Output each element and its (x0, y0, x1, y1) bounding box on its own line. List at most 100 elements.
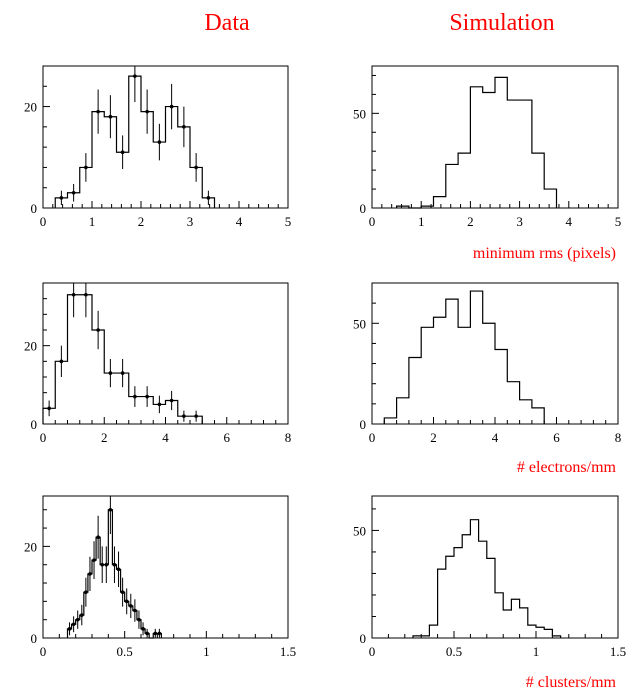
plot-frame (42, 65, 289, 209)
x-tick-label: 1 (203, 644, 210, 659)
histogram-bin (429, 625, 437, 638)
histogram-bin (434, 197, 446, 208)
data-point (104, 562, 109, 567)
histogram-panel-simulation-2: 0 0.5 1 1.5 0 50 # clusters/mm (353, 495, 626, 691)
data-point (79, 613, 84, 617)
x-tick-label: 6 (553, 430, 560, 445)
histogram-bin (544, 189, 556, 208)
histogram-bin (434, 317, 446, 424)
data-point (88, 572, 92, 576)
y-tick-label: 0 (360, 201, 367, 216)
x-tick-label: 1 (418, 214, 425, 229)
y-tick-label: 0 (360, 417, 367, 432)
axis-caption: # clusters/mm (526, 674, 617, 691)
histogram-bin (544, 629, 552, 638)
data-point (84, 292, 88, 297)
data-point (96, 328, 100, 332)
x-tick-label: 1 (89, 214, 96, 229)
x-tick-label: 1 (533, 644, 540, 659)
data-point (153, 631, 158, 636)
data-point (137, 617, 141, 622)
y-tick-label: 0 (31, 417, 38, 432)
data-point (182, 125, 186, 129)
data-point (71, 622, 76, 627)
x-tick-label: 2 (101, 430, 108, 445)
x-tick-label: 5 (285, 214, 292, 229)
x-tick-label: 1.5 (280, 644, 296, 659)
histogram-bin (409, 358, 421, 424)
histogram-panel-simulation-1: 0 2 4 6 8 0 50 # electrons/mm (353, 282, 622, 476)
data-point (92, 558, 96, 562)
data-point (96, 535, 100, 540)
data-point (84, 590, 88, 594)
data-point (108, 114, 113, 119)
histogram-bin (487, 558, 495, 638)
data-point (96, 109, 100, 114)
x-tick-label: 0 (40, 214, 47, 229)
histogram-bin (446, 556, 454, 638)
histogram-bin (446, 164, 458, 208)
x-tick-label: 4 (236, 214, 243, 229)
histogram-step-line (383, 290, 545, 424)
data-point (108, 507, 113, 512)
data-point (206, 196, 211, 200)
histogram-bin (397, 206, 409, 208)
data-point (133, 74, 137, 78)
data-point (194, 165, 198, 170)
histogram-bin (438, 569, 446, 638)
x-tick-label: 4 (492, 430, 499, 445)
histogram-bin (532, 153, 544, 208)
histogram-bin (507, 100, 519, 208)
histogram-bin (458, 153, 470, 208)
plot-frame (371, 65, 619, 209)
x-tick-label: 4 (162, 430, 169, 445)
y-tick-label: 20 (24, 339, 37, 354)
histogram-panel-data-2: 0 0.5 1 1.5 0 20 (24, 495, 296, 659)
x-tick-label: 4 (566, 214, 573, 229)
data-point (116, 567, 121, 572)
x-tick-label: 8 (285, 430, 292, 445)
histogram-step-line (412, 519, 562, 638)
simulation-column-header: Simulation (449, 10, 554, 36)
x-tick-label: 2 (467, 214, 474, 229)
data-point (133, 394, 137, 399)
data-point (47, 406, 51, 411)
x-tick-label: 0 (40, 644, 47, 659)
x-tick-label: 0.5 (117, 644, 133, 659)
data-point (157, 631, 162, 636)
histogram-bin (413, 636, 421, 638)
data-point (75, 617, 80, 622)
histogram-bin (552, 636, 560, 638)
data-point (71, 190, 76, 195)
data-point (120, 590, 125, 594)
plot-frame (371, 495, 619, 639)
x-tick-label: 2 (138, 214, 145, 229)
data-point (128, 604, 133, 608)
histogram-bin (511, 599, 519, 638)
histogram-bin (536, 627, 544, 638)
histogram-bin (483, 323, 495, 424)
y-tick-label: 20 (24, 539, 37, 554)
data-point (124, 599, 129, 604)
x-tick-label: 3 (516, 214, 523, 229)
histogram-bin (532, 408, 544, 424)
histogram-bin (462, 535, 470, 638)
x-tick-label: 0 (369, 644, 376, 659)
histogram-bin (421, 206, 433, 208)
y-tick-label: 50 (353, 316, 366, 331)
data-point (145, 394, 149, 399)
x-tick-label: 8 (615, 430, 622, 445)
y-tick-label: 0 (31, 631, 38, 646)
axis-caption: # electrons/mm (517, 459, 617, 476)
histogram-bin (454, 548, 462, 638)
histogram-bin (483, 93, 495, 208)
histogram-bin (397, 398, 409, 424)
histogram-bin (520, 400, 532, 424)
data-point (194, 414, 198, 418)
histogram-bin (528, 625, 536, 638)
data-point (67, 627, 72, 631)
y-tick-label: 50 (353, 523, 366, 538)
x-tick-label: 1.5 (610, 644, 626, 659)
